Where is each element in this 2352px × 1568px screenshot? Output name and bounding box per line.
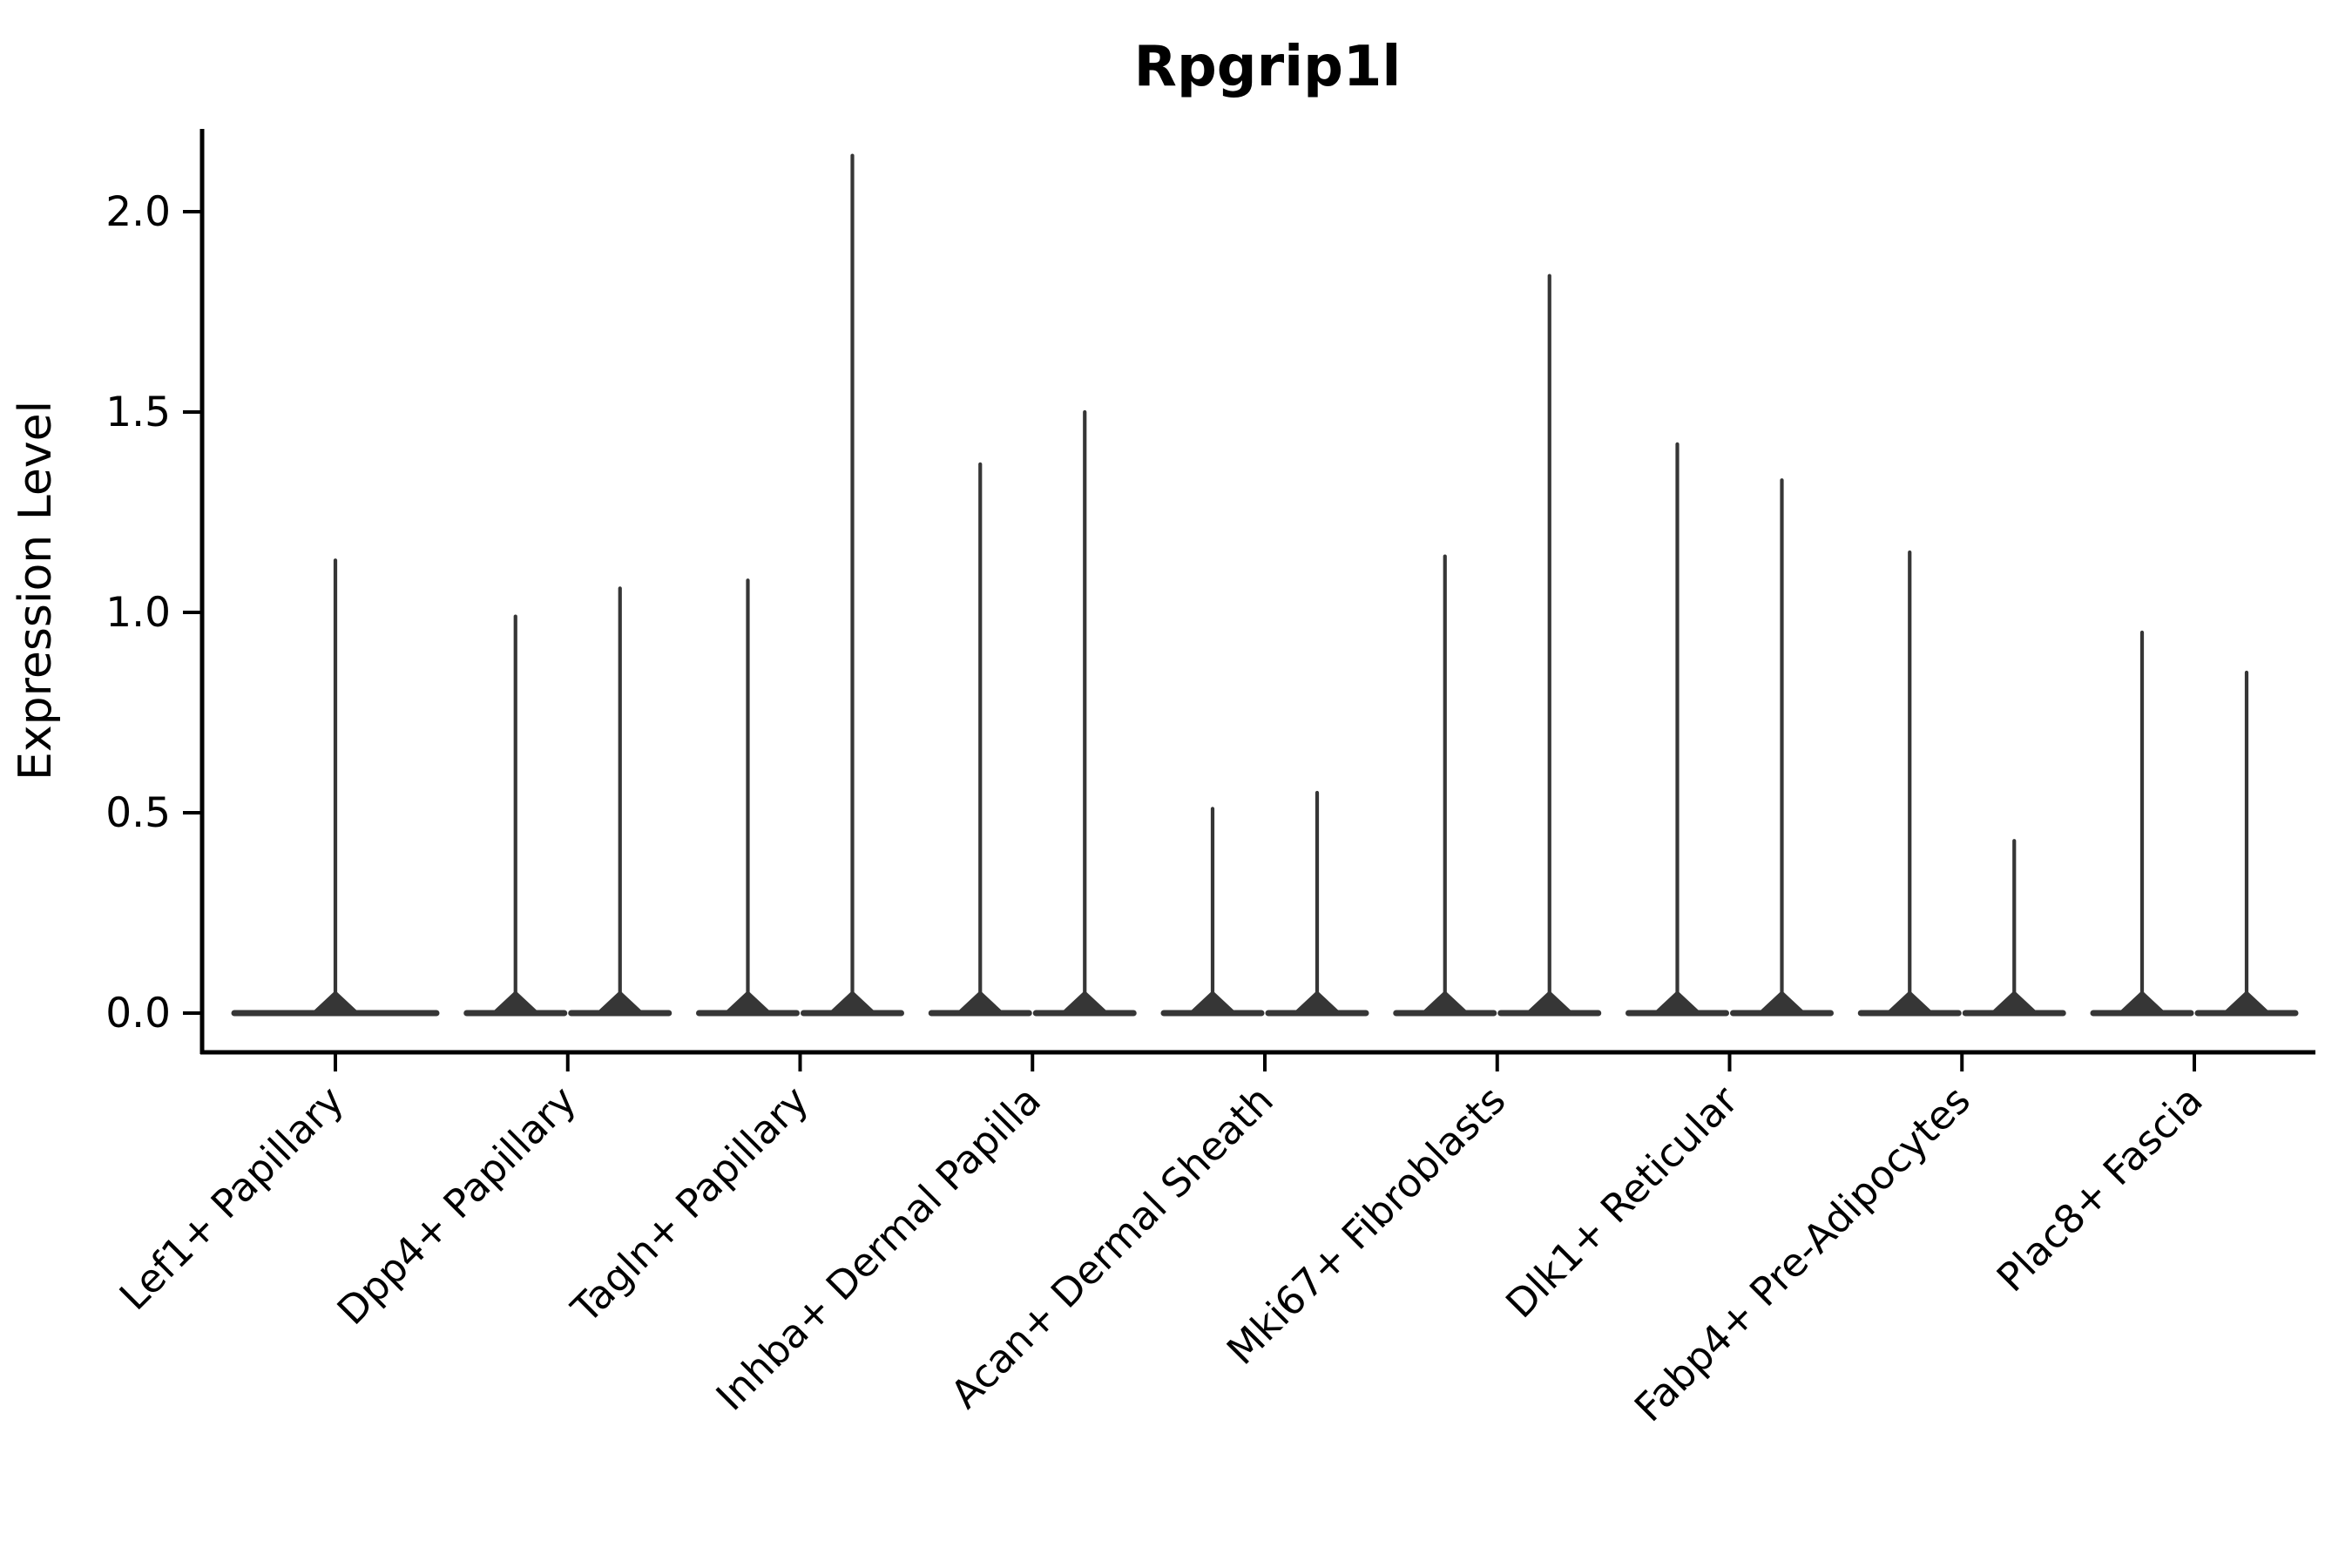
y-tick-label: 2.0 [105, 188, 171, 236]
x-tick-label: Lef1+ Papillary [111, 1077, 353, 1319]
x-tick-label: Dpp4+ Papillary [328, 1077, 585, 1334]
violin-group-9 [2090, 630, 2299, 1017]
violin-group-4 [928, 409, 1137, 1017]
violin-group-7 [1625, 442, 1834, 1017]
y-tick-label: 1.5 [105, 389, 171, 436]
violin-group-1 [231, 558, 440, 1017]
violin-group-3 [696, 153, 904, 1017]
x-tick-label: Dlk1+ Reticular [1497, 1077, 1747, 1327]
violin-group-6 [1393, 274, 1602, 1017]
y-axis-label: Expression Level [10, 401, 62, 781]
violin-group-5 [1160, 790, 1369, 1017]
violin-group-2 [463, 586, 672, 1017]
y-tick-label: 0.5 [105, 789, 171, 837]
y-tick-label: 1.0 [105, 589, 171, 637]
x-tick-label: Tagln+ Papillary [562, 1077, 817, 1332]
chart-title: Rpgrip1l [1134, 35, 1402, 99]
y-tick-label: 0.0 [105, 990, 171, 1037]
x-tick-label: Plac8+ Fascia [1988, 1077, 2212, 1301]
violin-group-8 [1857, 550, 2066, 1017]
